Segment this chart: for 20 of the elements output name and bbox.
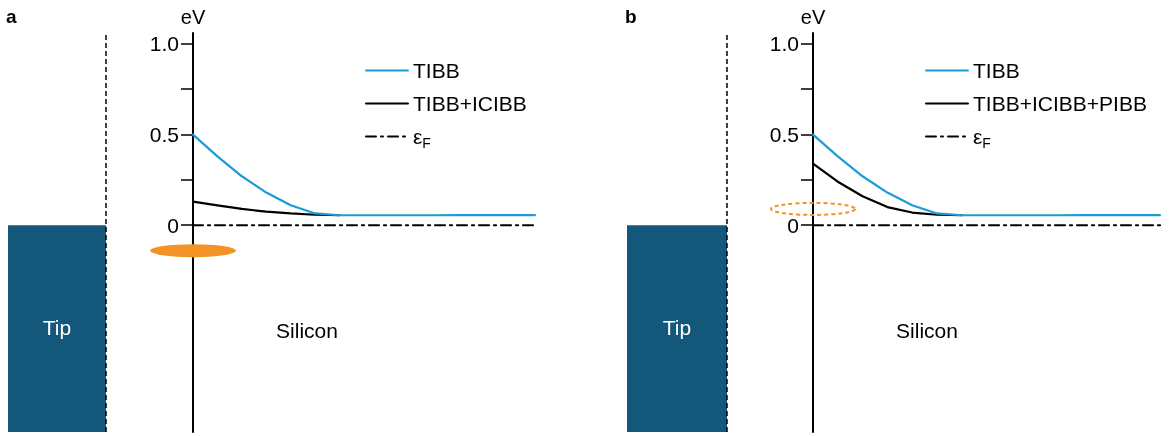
legend-label: TIBB+ICIBB+PIBB <box>973 92 1147 115</box>
y-tick-label: 0 <box>787 213 799 237</box>
legend-label: TIBB <box>413 59 460 82</box>
text: Tip <box>42 316 72 340</box>
y-tick-label: 0.5 <box>769 123 799 147</box>
line-series <box>191 133 537 217</box>
text: a <box>6 6 17 28</box>
y-tick-label: 1.0 <box>149 32 179 56</box>
text: Tip <box>662 316 692 340</box>
legend-label: TIBB+ICIBB <box>413 92 527 115</box>
line-series <box>811 133 1162 217</box>
y-tick-label: 0.5 <box>149 123 179 147</box>
y-tick-label: 0 <box>167 213 179 237</box>
y-axis-title: eV <box>180 6 206 28</box>
y-axis-title: eV <box>800 6 826 28</box>
legend-label: TIBB <box>973 59 1020 82</box>
annotation: Silicon <box>896 319 958 343</box>
y-tick-label: 1.0 <box>769 32 799 56</box>
annotation: Silicon <box>276 319 338 343</box>
text: b <box>625 6 637 28</box>
